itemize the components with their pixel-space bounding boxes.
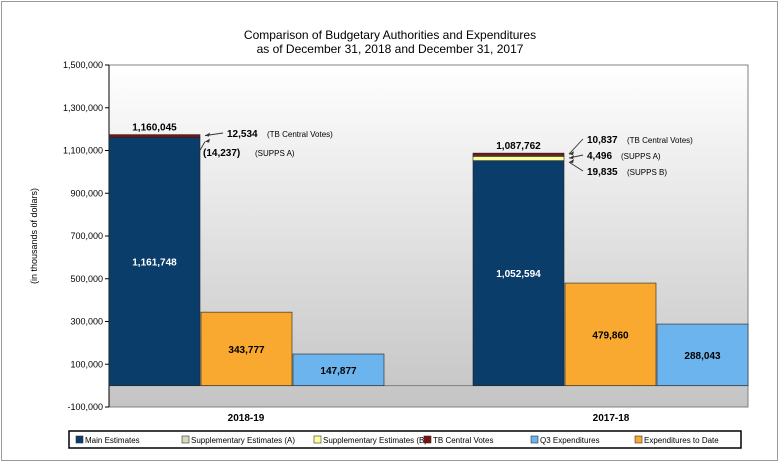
bar-main-estimates bbox=[472, 160, 565, 386]
data-label: 288,043 bbox=[684, 351, 721, 362]
annotation-arrow bbox=[568, 138, 584, 155]
y-axis-label: (in thousands of dollars) bbox=[29, 188, 39, 284]
legend-label: Expenditures to Date bbox=[644, 436, 719, 445]
legend-swatch bbox=[634, 435, 643, 444]
data-label: 1,052,594 bbox=[496, 269, 541, 280]
bar-tb-central-votes bbox=[108, 134, 201, 138]
legend-swatch bbox=[423, 435, 432, 444]
annotation-value: 10,837 bbox=[587, 135, 618, 146]
arrow-head-icon bbox=[205, 138, 210, 143]
data-label: 147,877 bbox=[320, 366, 357, 377]
legend-swatch bbox=[313, 435, 322, 444]
annotation-note: (SUPPS A) bbox=[621, 152, 661, 161]
chart-title: Comparison of Budgetary Authorities and … bbox=[244, 28, 536, 42]
x-tick-label: 2017-18 bbox=[593, 413, 630, 424]
legend-label: TB Central Votes bbox=[433, 436, 493, 445]
total-label: 1,160,045 bbox=[132, 123, 177, 134]
y-tick-label: -100,000 bbox=[67, 402, 103, 412]
y-tick-label: 300,000 bbox=[70, 317, 103, 327]
legend-swatch bbox=[75, 435, 84, 444]
y-tick-label: 1,100,000 bbox=[63, 146, 103, 156]
annotation-note: (SUPPS A) bbox=[255, 149, 295, 158]
bar-supps-b bbox=[472, 156, 565, 161]
bar-expenditures-to-date bbox=[200, 311, 293, 386]
bar-expenditures-to-date bbox=[564, 282, 657, 386]
chart-title: as of December 31, 2018 and December 31,… bbox=[257, 42, 524, 56]
legend-label: Supplementary Estimates (B) bbox=[323, 436, 427, 445]
bar-q3-expenditures bbox=[292, 353, 385, 386]
data-label: 343,777 bbox=[228, 345, 265, 356]
bar-tb-central-votes bbox=[472, 152, 565, 156]
total-label: 1,087,762 bbox=[496, 141, 541, 152]
annotation-note: (SUPPS B) bbox=[627, 168, 667, 177]
y-tick-label: 900,000 bbox=[70, 188, 103, 198]
annotation-value: (14,237) bbox=[203, 148, 240, 159]
arrow-head-icon bbox=[569, 151, 574, 156]
bar-main-estimates bbox=[108, 137, 201, 386]
arrow-head-icon bbox=[205, 132, 210, 137]
legend-label: Q3 Expenditures bbox=[540, 436, 600, 445]
annotation-value: 12,534 bbox=[227, 129, 258, 140]
legend bbox=[68, 430, 742, 449]
arrow-head-icon bbox=[569, 155, 574, 160]
y-tick-label: 1,500,000 bbox=[63, 60, 103, 70]
legend-label: Main Estimates bbox=[85, 436, 140, 445]
bar-q3-expenditures bbox=[656, 323, 749, 386]
y-tick-label: 700,000 bbox=[70, 231, 103, 241]
y-tick-label: 500,000 bbox=[70, 274, 103, 284]
annotation-note: (TB Central Votes) bbox=[627, 136, 693, 145]
y-tick-label: 1,300,000 bbox=[63, 103, 103, 113]
legend-swatch bbox=[530, 435, 539, 444]
annotation-arrow bbox=[568, 161, 584, 172]
data-label: 1,161,748 bbox=[132, 257, 177, 268]
annotation-arrow bbox=[198, 141, 206, 153]
annotation-value: 4,496 bbox=[587, 151, 612, 162]
y-tick-label: 100,000 bbox=[70, 359, 103, 369]
legend-swatch bbox=[181, 435, 190, 444]
annotation-note: (TB Central Votes) bbox=[267, 130, 333, 139]
data-label: 479,860 bbox=[592, 330, 629, 341]
legend-label: Supplementary Estimates (A) bbox=[191, 436, 295, 445]
annotation-value: 19,835 bbox=[587, 167, 618, 178]
x-tick-label: 2018-19 bbox=[228, 413, 265, 424]
arrow-head-icon bbox=[569, 159, 574, 164]
